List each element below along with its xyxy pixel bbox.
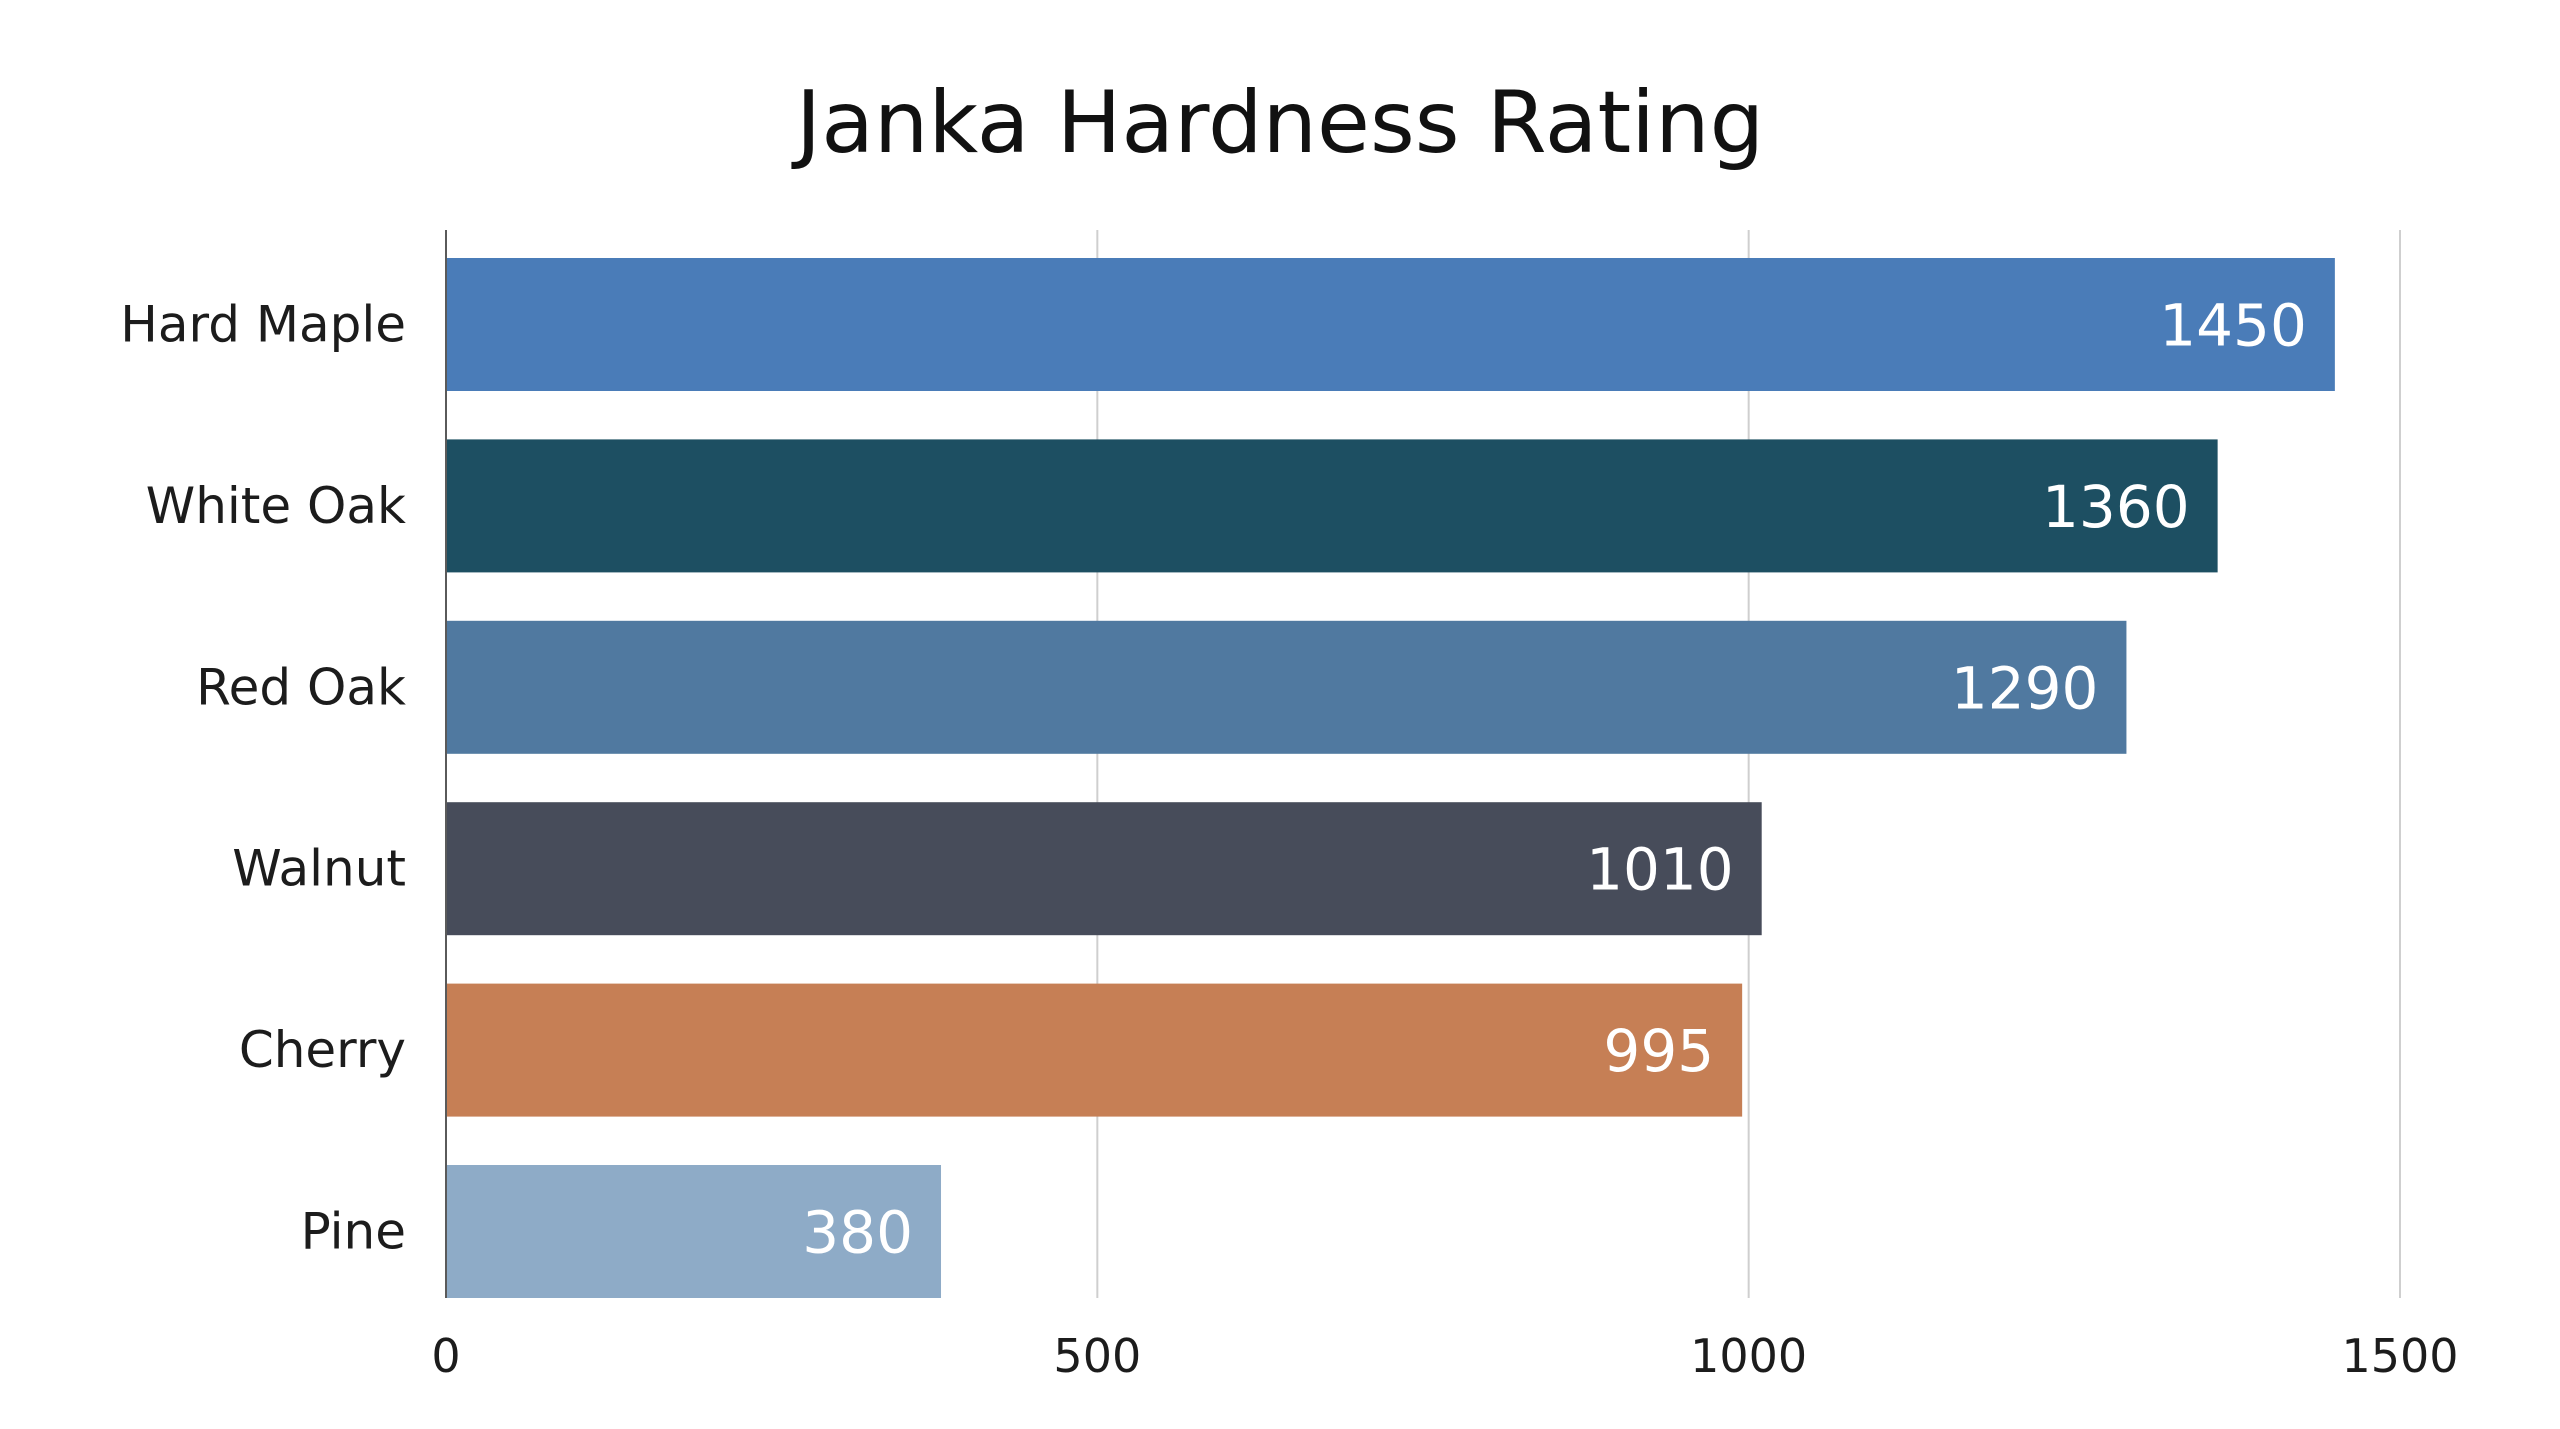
- gridlines: [1096, 230, 2401, 1298]
- category-label-walnut: Walnut: [232, 840, 406, 898]
- value-label-hard-maple: 1450: [2159, 292, 2307, 360]
- value-label-pine: 380: [802, 1199, 913, 1267]
- labels: Hard Maple 1450 White Oak 1360 Red Oak 1290 Wa…: [120, 292, 2307, 1267]
- category-label-pine: Pine: [301, 1203, 406, 1261]
- x-tick-label-1000: 1000: [1690, 1329, 1807, 1383]
- bar-cherry: [446, 983, 1743, 1117]
- category-label-white-oak: White Oak: [146, 477, 406, 535]
- x-tick-label-500: 500: [1053, 1329, 1141, 1383]
- bar-red-oak: [446, 620, 2127, 754]
- value-label-walnut: 1010: [1586, 836, 1734, 904]
- bars: [446, 258, 2335, 1298]
- category-label-red-oak: Red Oak: [196, 658, 406, 716]
- bar-pine: [446, 1165, 942, 1298]
- axes: 0 500 1000 1500: [431, 230, 2459, 1383]
- bar-white-oak: [446, 439, 2218, 573]
- value-label-red-oak: 1290: [1951, 654, 2099, 722]
- value-label-white-oak: 1360: [2042, 473, 2190, 541]
- category-label-cherry: Cherry: [239, 1021, 406, 1079]
- category-label-hard-maple: Hard Maple: [120, 296, 406, 354]
- bar-walnut: [446, 802, 1762, 936]
- x-tick-label-0: 0: [431, 1329, 460, 1383]
- bar-hard-maple: [446, 258, 2335, 391]
- chart-title: Janka Hardness Rating: [791, 73, 1764, 173]
- value-label-cherry: 995: [1603, 1017, 1714, 1085]
- x-tick-label-1500: 1500: [2341, 1329, 2458, 1383]
